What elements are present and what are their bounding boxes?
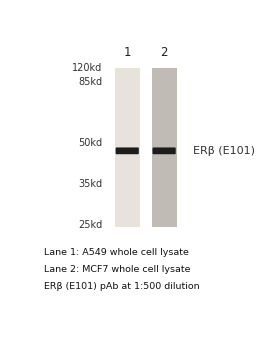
Text: 50kd: 50kd xyxy=(78,138,102,148)
Text: 85kd: 85kd xyxy=(78,77,102,87)
Text: 35kd: 35kd xyxy=(78,179,102,189)
Text: 2: 2 xyxy=(160,46,168,59)
Bar xyxy=(115,68,140,227)
Text: Lane 1: A549 whole cell lysate: Lane 1: A549 whole cell lysate xyxy=(44,248,188,257)
Bar xyxy=(152,68,177,227)
Text: 1: 1 xyxy=(123,46,131,59)
Text: 120kd: 120kd xyxy=(72,63,102,73)
Text: ERβ (E101) pAb at 1:500 dilution: ERβ (E101) pAb at 1:500 dilution xyxy=(44,282,199,291)
FancyBboxPatch shape xyxy=(116,147,139,154)
FancyBboxPatch shape xyxy=(153,147,176,154)
Text: ERβ (E101): ERβ (E101) xyxy=(193,146,255,156)
Text: Lane 2: MCF7 whole cell lysate: Lane 2: MCF7 whole cell lysate xyxy=(44,265,190,274)
Text: 25kd: 25kd xyxy=(78,220,102,230)
